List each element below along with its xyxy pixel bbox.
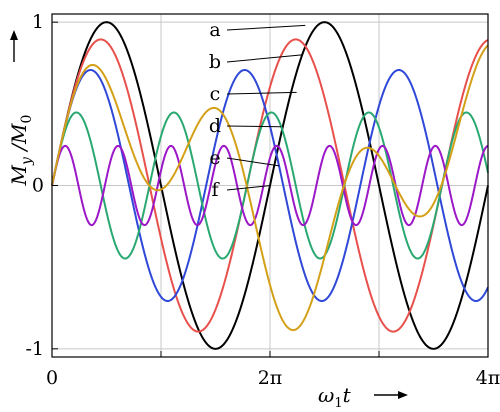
series-line-b [51, 38, 489, 333]
series-leader-e [226, 157, 280, 167]
y-tick-label: 0 [32, 175, 44, 197]
series-label-a: a [209, 19, 220, 41]
y-tick-label: -1 [25, 338, 44, 360]
series-line-d [51, 111, 489, 260]
series-leader-f [226, 185, 271, 191]
x-tick-label: 4π [476, 367, 500, 389]
series-leader-d [226, 125, 282, 128]
series-line-f [51, 44, 489, 332]
series-label-b: b [209, 51, 221, 73]
series-leader-b [226, 54, 302, 63]
series-leader-a [226, 24, 306, 31]
x-tick-label: 2π [258, 367, 283, 389]
x-axis-arrow [374, 391, 408, 399]
series-label-c: c [210, 83, 221, 105]
x-axis-label: ω1t [318, 383, 352, 411]
series-label-d: d [209, 115, 221, 137]
x-tick-label: 0 [46, 367, 58, 389]
y-axis-label: My /M0 [7, 115, 35, 187]
y-tick-label: 1 [32, 11, 44, 33]
label-leaders [226, 24, 306, 191]
series-label-e: e [209, 147, 220, 169]
svg-text:My /M0: My /M0 [7, 115, 35, 187]
y-axis-arrow [10, 30, 18, 62]
series-leader-c [226, 91, 297, 95]
series-label-f: f [211, 179, 220, 201]
